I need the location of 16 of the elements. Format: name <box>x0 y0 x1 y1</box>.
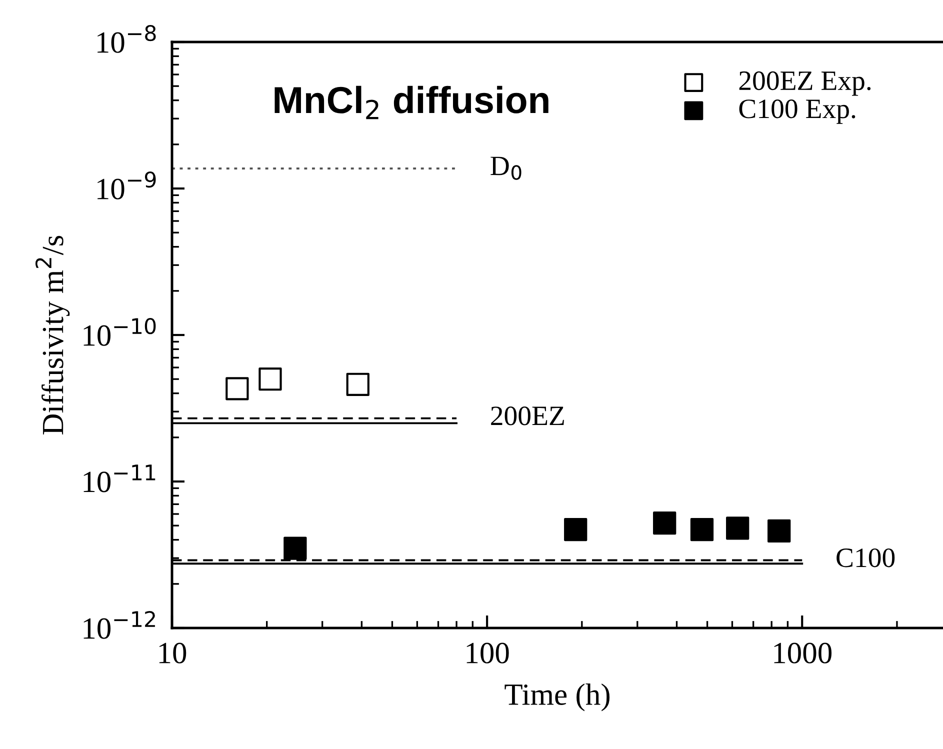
y-tick-label: 10$^{−8}$ <box>98 24 156 53</box>
legend-label: C100 Exp. <box>739 99 856 124</box>
y-tick-label: 10$^{−10}$ <box>84 318 156 346</box>
x-axis-title: Time (h) <box>504 683 610 712</box>
y-tick-label: 10$^{−9}$ <box>98 171 156 200</box>
series-label: D$_{0}$ <box>490 156 522 180</box>
text: MnCl$_{2}$ diffusion <box>274 86 548 120</box>
x-tick-label: 10 <box>159 642 186 664</box>
x-tick-label: 1000 <box>774 642 832 664</box>
y-tick-label: 10$^{−11}$ <box>84 464 156 492</box>
series-label: 200EZ <box>491 406 564 426</box>
y-axis-title: Diffusivity m$^{2}$/s <box>35 236 70 434</box>
y-tick-label: 10$^{−12}$ <box>84 610 155 639</box>
legend-label: 200EZ Exp. <box>739 71 871 96</box>
series-label: C100 <box>836 548 895 568</box>
x-tick-label: 100 <box>466 642 509 664</box>
